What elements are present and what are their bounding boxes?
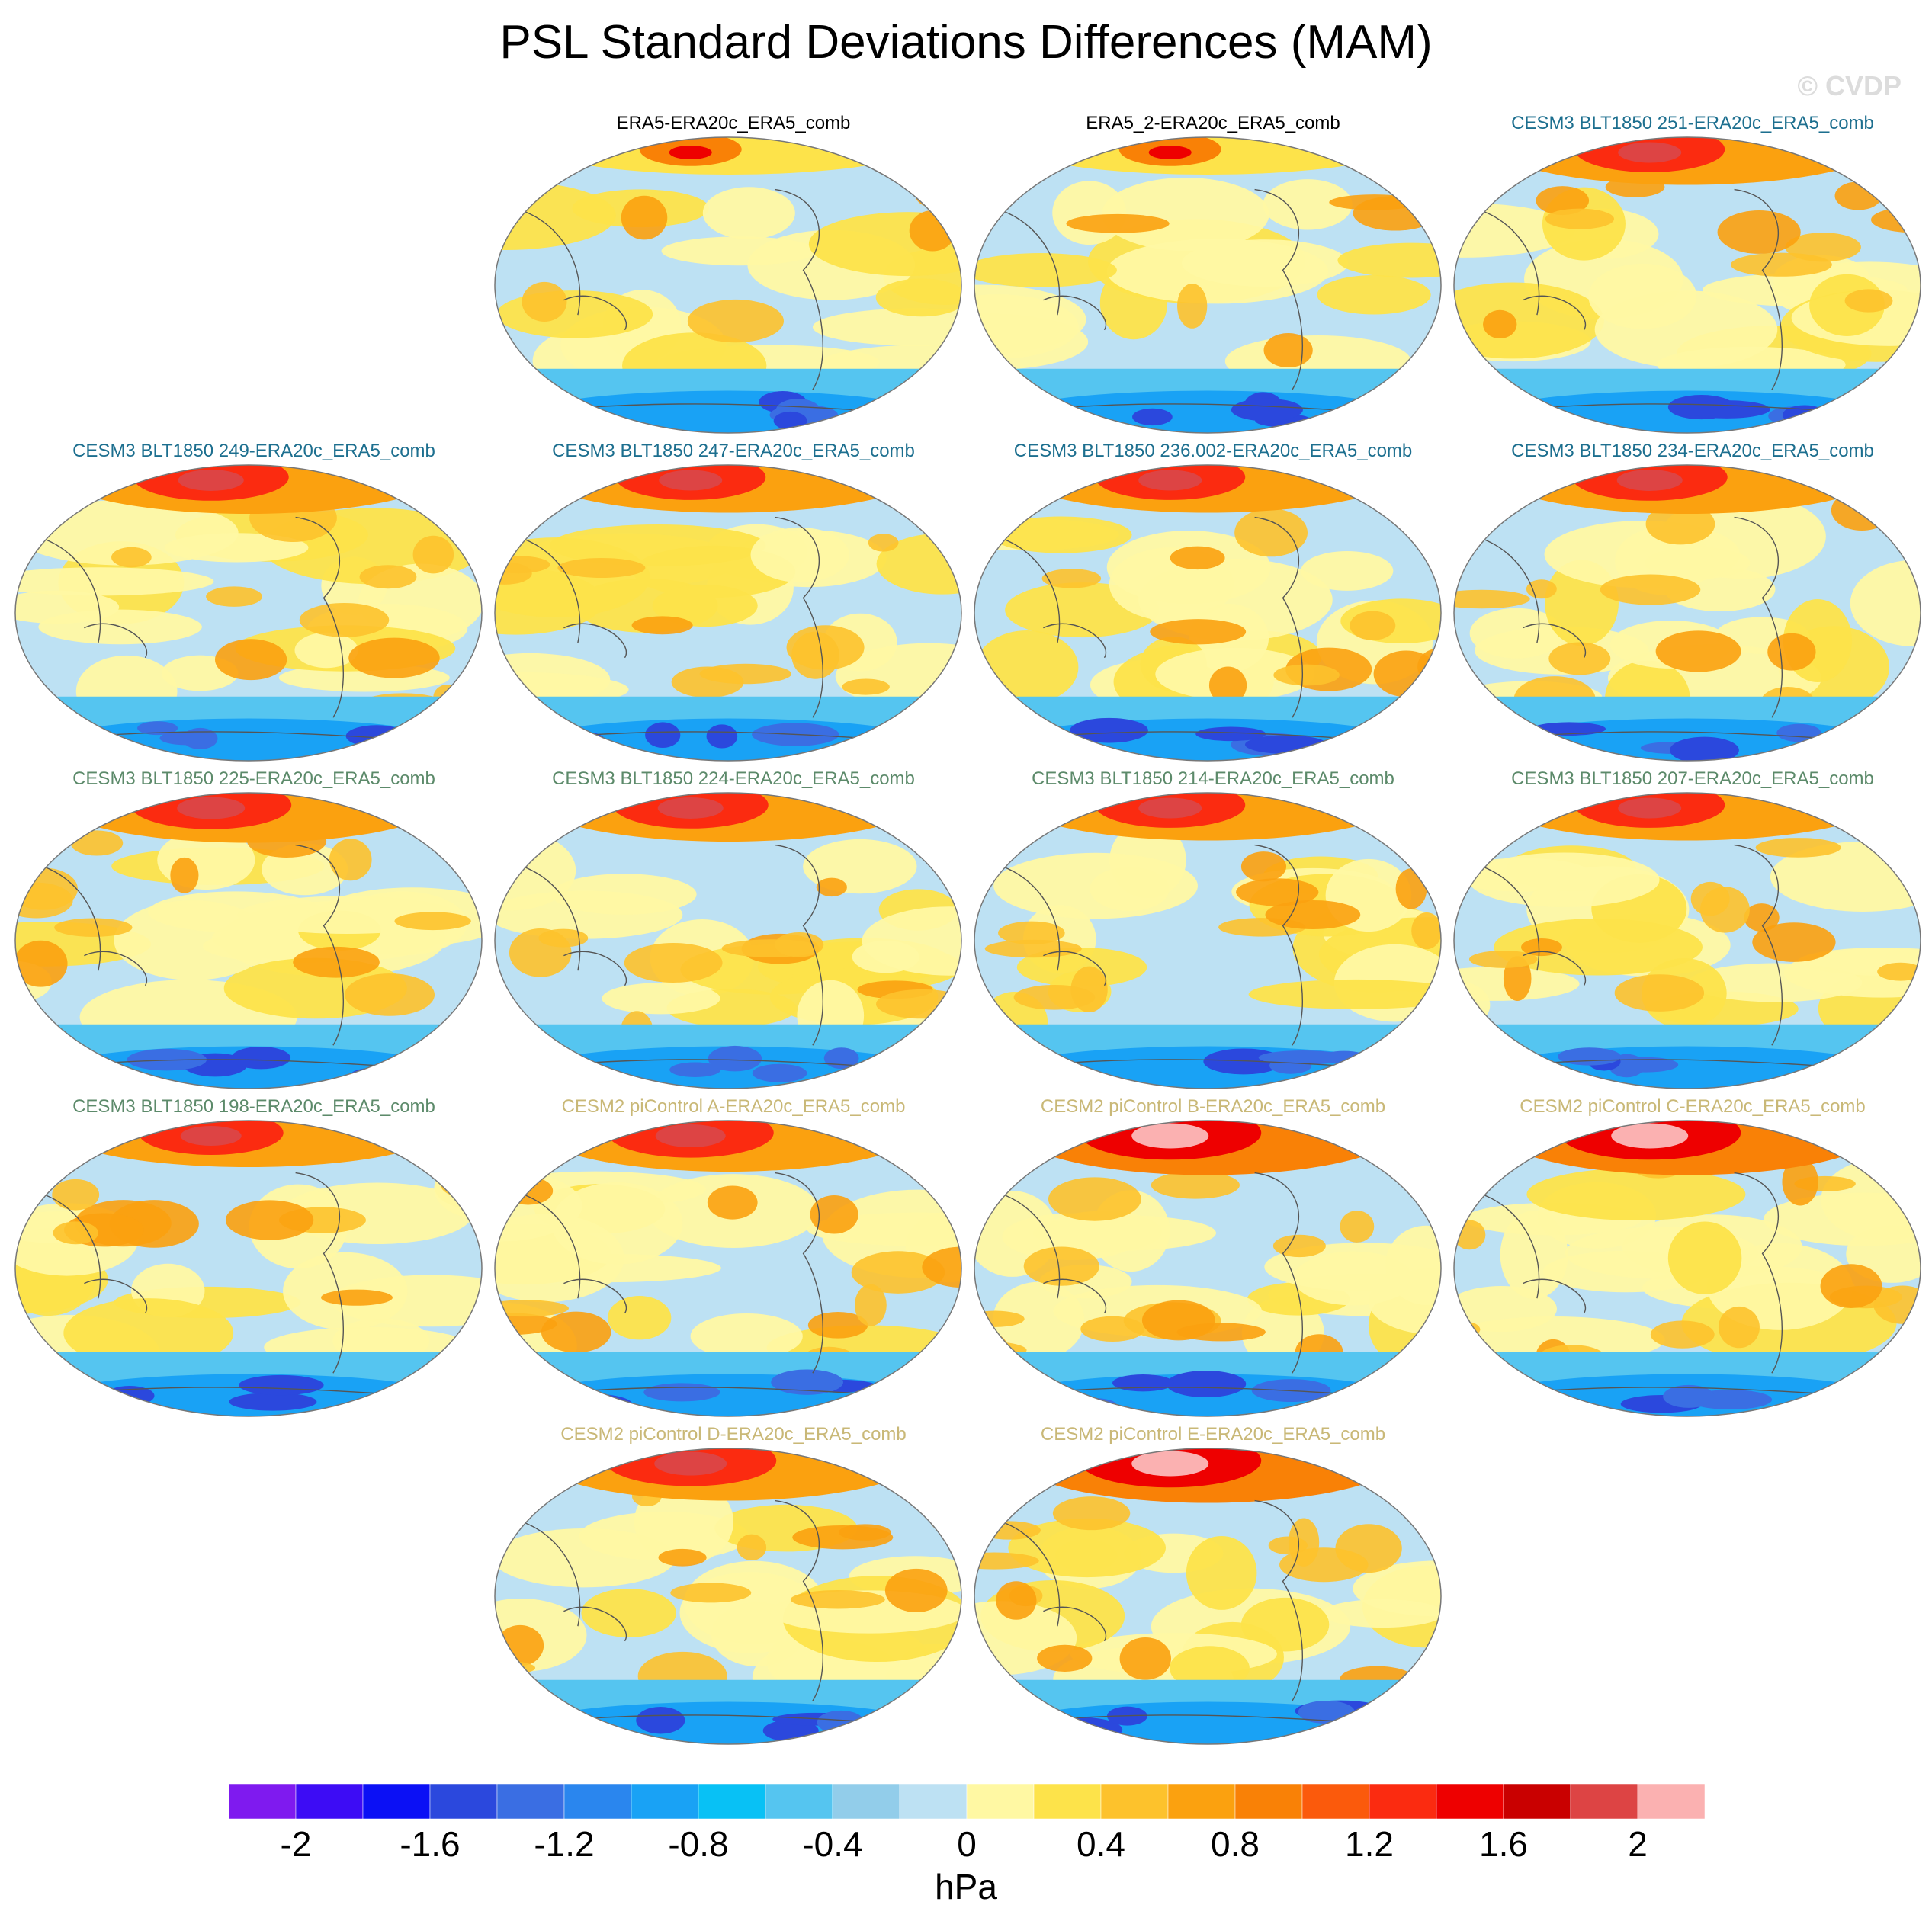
map-panel: CESM3 BLT1850 225-ERA20c_ERA5_comb xyxy=(14,768,494,1096)
map-field xyxy=(1453,464,1921,762)
map-panel: CESM2 piControl B-ERA20c_ERA5_comb xyxy=(973,1096,1453,1424)
panel-title: ERA5-ERA20c_ERA5_comb xyxy=(616,113,851,133)
colorbar-swatch xyxy=(1637,1784,1705,1819)
map-field xyxy=(1453,136,1921,434)
panel-title: CESM2 piControl D-ERA20c_ERA5_comb xyxy=(560,1424,907,1445)
colorbar-swatch xyxy=(496,1784,565,1819)
map-panel: ERA5-ERA20c_ERA5_comb xyxy=(493,113,974,441)
colorbar-swatch xyxy=(1436,1784,1504,1819)
colorbar-tick-label: -1.2 xyxy=(534,1824,595,1864)
map-field xyxy=(494,792,962,1089)
panel-title: CESM3 BLT1850 251-ERA20c_ERA5_comb xyxy=(1511,113,1874,133)
panel-title: CESM3 BLT1850 249-ERA20c_ERA5_comb xyxy=(72,441,435,461)
map-panel: CESM3 BLT1850 251-ERA20c_ERA5_comb xyxy=(1452,113,1932,441)
colorbar-swatch xyxy=(966,1784,1035,1819)
colorbar-tick-label: -1.6 xyxy=(400,1824,461,1864)
panel-title: CESM2 piControl E-ERA20c_ERA5_comb xyxy=(1040,1424,1386,1445)
colorbar-swatch xyxy=(765,1784,833,1819)
colorbar-swatch xyxy=(229,1784,297,1819)
panel-title: CESM3 BLT1850 207-ERA20c_ERA5_comb xyxy=(1511,768,1874,789)
map-panel: CESM2 piControl E-ERA20c_ERA5_comb xyxy=(973,1424,1453,1752)
figure-title: PSL Standard Deviations Differences (MAM… xyxy=(499,16,1433,69)
colorbar-tick-label: -2 xyxy=(280,1824,312,1864)
map-field xyxy=(974,464,1442,762)
colorbar-swatch xyxy=(1570,1784,1638,1819)
panel-title: CESM3 BLT1850 214-ERA20c_ERA5_comb xyxy=(1032,768,1394,789)
map-panel: CESM2 piControl D-ERA20c_ERA5_comb xyxy=(493,1424,974,1752)
colorbar-swatch xyxy=(1301,1784,1370,1819)
map-panel: CESM2 piControl C-ERA20c_ERA5_comb xyxy=(1452,1096,1932,1424)
colorbar-swatch xyxy=(698,1784,766,1819)
map-field xyxy=(494,136,962,434)
map-field xyxy=(14,1120,483,1417)
map-field xyxy=(974,1448,1442,1745)
colorbar-swatch xyxy=(1033,1784,1102,1819)
map-field xyxy=(1453,792,1921,1089)
colorbar-units: hPa xyxy=(935,1867,997,1907)
panel-title: CESM3 BLT1850 247-ERA20c_ERA5_comb xyxy=(552,441,915,461)
colorbar-swatch xyxy=(631,1784,699,1819)
colorbar-swatch xyxy=(1167,1784,1236,1819)
colorbar-tick-label: 2 xyxy=(1628,1824,1648,1864)
colorbar-swatch xyxy=(899,1784,968,1819)
map-panel: CESM3 BLT1850 207-ERA20c_ERA5_comb xyxy=(1452,768,1932,1096)
map-field xyxy=(494,1120,962,1417)
map-field xyxy=(14,792,483,1089)
map-panel: CESM3 BLT1850 249-ERA20c_ERA5_comb xyxy=(14,441,494,768)
panel-title: CESM2 piControl A-ERA20c_ERA5_comb xyxy=(561,1096,906,1117)
colorbar-swatch xyxy=(1100,1784,1169,1819)
panel-title: CESM3 BLT1850 198-ERA20c_ERA5_comb xyxy=(72,1096,435,1117)
colorbar-tick-label: -0.8 xyxy=(668,1824,729,1864)
colorbar-tick-label: 0 xyxy=(957,1824,977,1864)
panel-title: CESM2 piControl B-ERA20c_ERA5_comb xyxy=(1040,1096,1386,1117)
colorbar-swatch xyxy=(563,1784,632,1819)
map-panel: ERA5_2-ERA20c_ERA5_comb xyxy=(973,113,1453,441)
map-panel: CESM3 BLT1850 234-ERA20c_ERA5_comb xyxy=(1452,441,1932,768)
map-field xyxy=(974,792,1442,1089)
colorbar-tick-label: 0.4 xyxy=(1077,1824,1125,1864)
colorbar-swatch xyxy=(1234,1784,1303,1819)
map-field xyxy=(494,1448,962,1745)
map-panel: CESM3 BLT1850 247-ERA20c_ERA5_comb xyxy=(493,441,974,768)
colorbar-swatch xyxy=(832,1784,900,1819)
map-panel: CESM3 BLT1850 198-ERA20c_ERA5_comb xyxy=(14,1096,494,1424)
colorbar-tick-label: 0.8 xyxy=(1211,1824,1260,1864)
colorbar-swatch xyxy=(295,1784,364,1819)
panel-title: CESM3 BLT1850 225-ERA20c_ERA5_comb xyxy=(72,768,435,789)
colorbar xyxy=(229,1784,1705,1819)
map-field xyxy=(14,464,483,762)
colorbar-swatch xyxy=(1369,1784,1437,1819)
panel-title: CESM3 BLT1850 224-ERA20c_ERA5_comb xyxy=(552,768,915,789)
panel-title: CESM2 piControl C-ERA20c_ERA5_comb xyxy=(1520,1096,1866,1117)
colorbar-swatch xyxy=(1503,1784,1571,1819)
colorbar-swatch xyxy=(429,1784,498,1819)
colorbar-tick-label: 1.2 xyxy=(1345,1824,1394,1864)
panel-title: CESM3 BLT1850 234-ERA20c_ERA5_comb xyxy=(1511,441,1874,461)
colorbar-tick-label: 1.6 xyxy=(1479,1824,1528,1864)
panel-title: ERA5_2-ERA20c_ERA5_comb xyxy=(1086,113,1340,133)
colorbar-tick-label: -0.4 xyxy=(802,1824,863,1864)
map-panel: CESM3 BLT1850 214-ERA20c_ERA5_comb xyxy=(973,768,1453,1096)
map-field xyxy=(494,464,962,762)
colorbar-swatch xyxy=(362,1784,431,1819)
map-panel: CESM3 BLT1850 224-ERA20c_ERA5_comb xyxy=(493,768,974,1096)
map-field xyxy=(974,1120,1442,1417)
map-field xyxy=(1453,1120,1921,1417)
map-panel: CESM2 piControl A-ERA20c_ERA5_comb xyxy=(493,1096,974,1424)
map-panel: CESM3 BLT1850 236.002-ERA20c_ERA5_comb xyxy=(973,441,1453,768)
map-field xyxy=(974,136,1442,434)
cvdp-watermark: © CVDP xyxy=(1797,70,1902,101)
panel-title: CESM3 BLT1850 236.002-ERA20c_ERA5_comb xyxy=(1013,441,1413,461)
